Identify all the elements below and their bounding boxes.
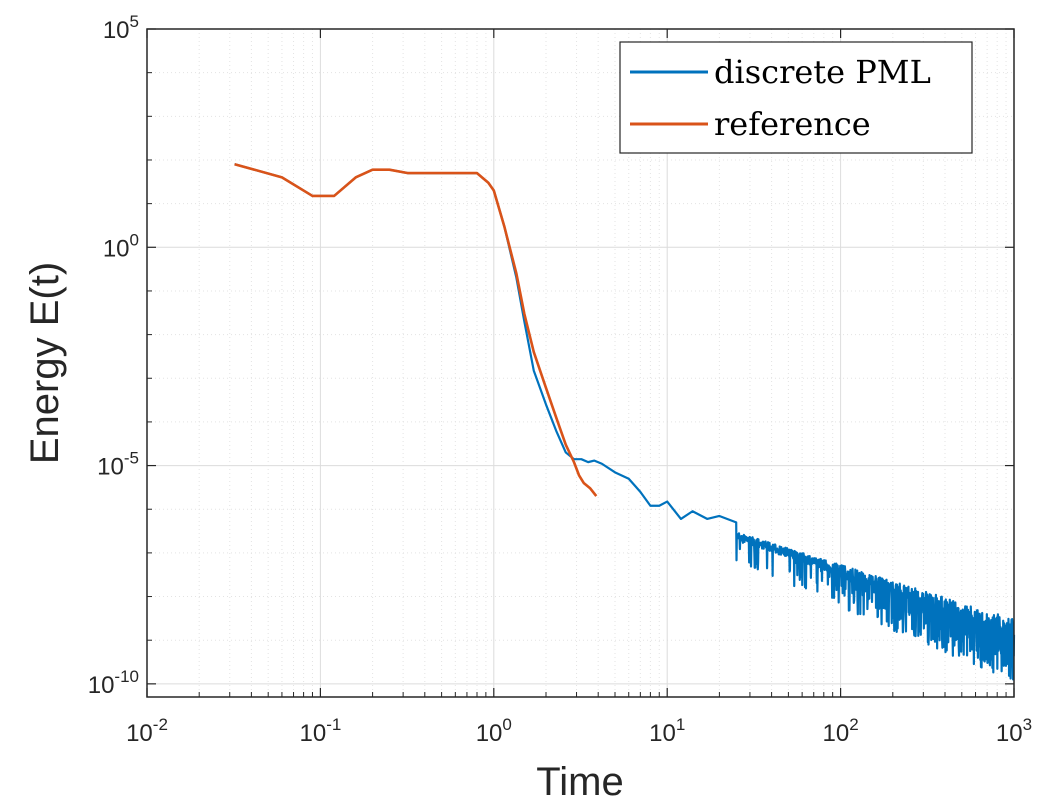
x-tick-label: 102 (823, 715, 859, 747)
x-axis-title: Time (536, 760, 623, 804)
minor-grid (147, 29, 1014, 697)
x-tick-labels: 10-2 10-1 100 101 102 103 (126, 715, 1032, 747)
y-tick-label: 105 (103, 12, 139, 44)
series-line-discrete-pml (234, 163, 1016, 681)
legend-box (619, 41, 973, 154)
x-tick-label: 103 (996, 715, 1032, 747)
y-tick-label: 100 (103, 230, 139, 262)
legend-label-reference: reference (714, 105, 871, 143)
series-layer (234, 162, 1016, 681)
y-tick-label: 10-5 (97, 449, 139, 481)
axis-ticks (146, 28, 1015, 697)
legend: discrete PML reference (619, 41, 973, 154)
series-line-reference (234, 162, 598, 497)
y-tick-labels: 105 100 10-5 10-10 (88, 12, 139, 699)
legend-label-discrete-pml: discrete PML (714, 53, 931, 91)
y-tick-label: 10-10 (88, 667, 139, 699)
x-tick-label: 10-2 (126, 715, 168, 747)
x-tick-label: 101 (649, 715, 685, 747)
x-tick-label: 100 (476, 715, 512, 747)
x-tick-label: 10-1 (299, 715, 341, 747)
plot-area-frame (146, 28, 1015, 698)
y-axis-title: Energy E(t) (23, 262, 67, 464)
